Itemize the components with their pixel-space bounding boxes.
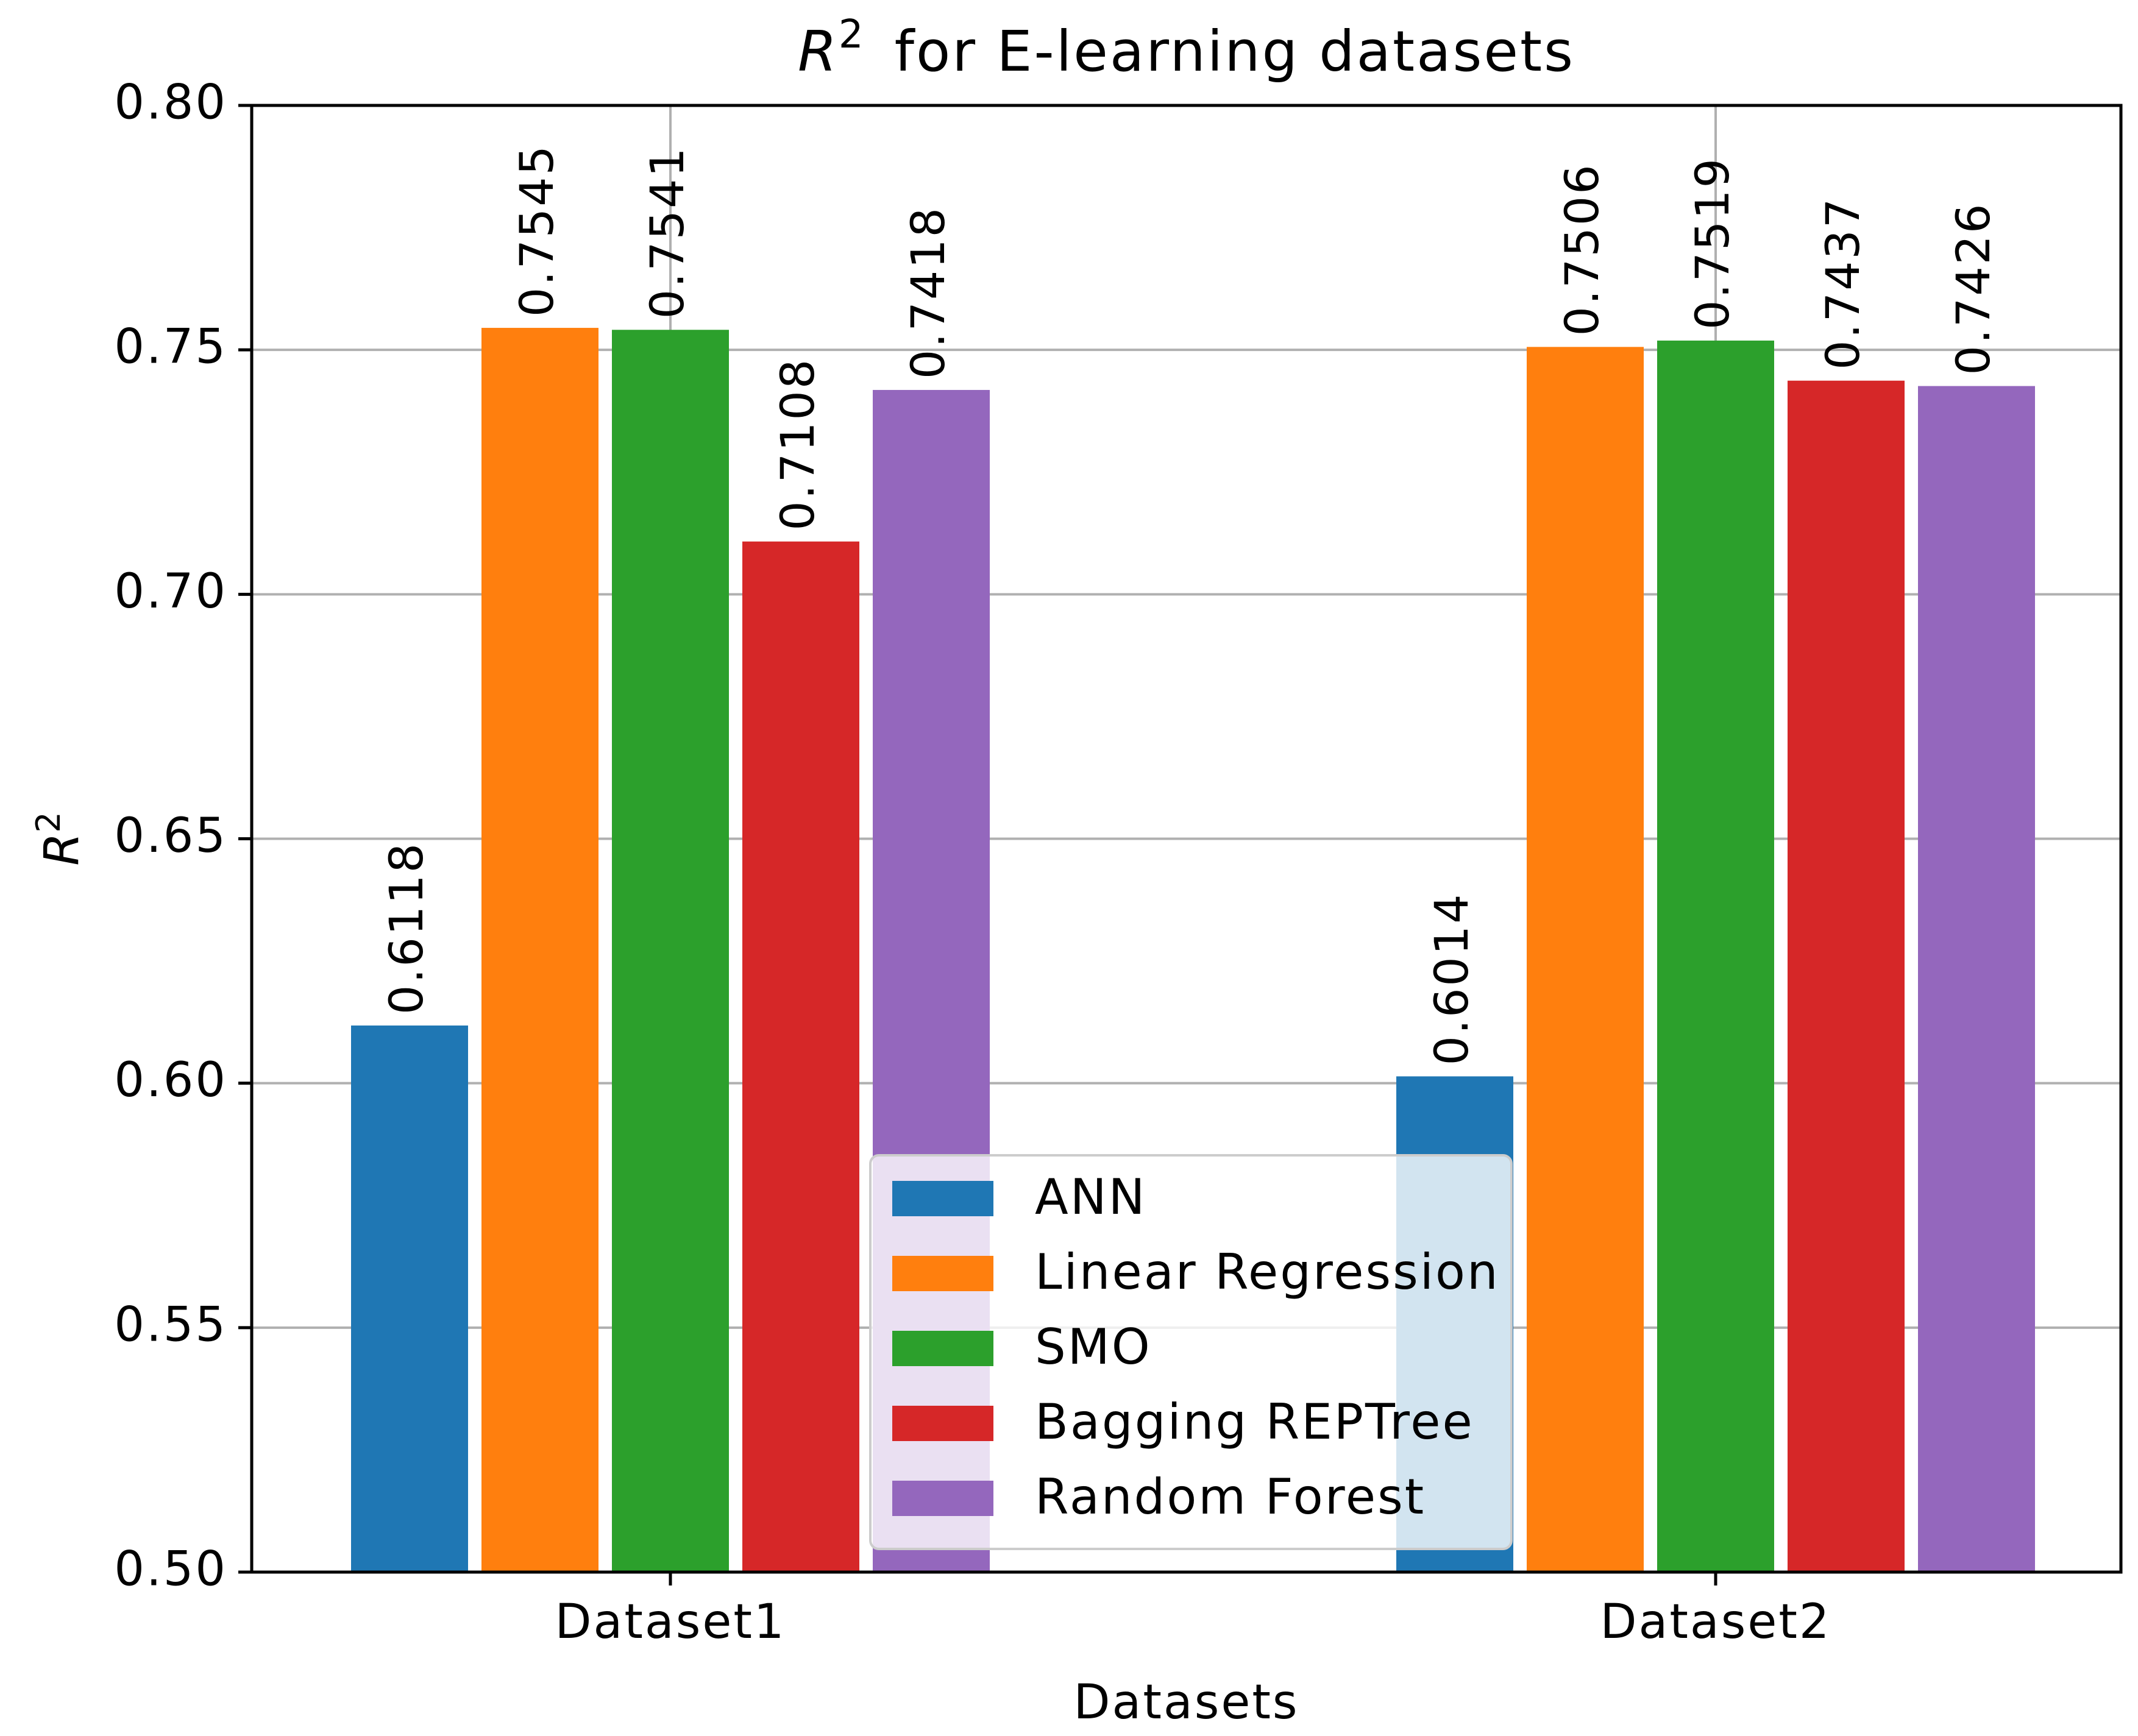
legend-entry-label: Bagging REPTree: [1035, 1394, 1474, 1450]
bar-value-label: 0.6118: [379, 841, 433, 1015]
bar-value-label: 0.7108: [770, 358, 825, 531]
legend-entry-label: Random Forest: [1035, 1469, 1426, 1525]
bar-value-label: 0.6014: [1424, 892, 1479, 1065]
axes-layer: 0.50 0.55 0.60 0.65 0.70 0.75 0.80 Dataset1 Data…: [114, 75, 2123, 1649]
bar-value-label: 0.7545: [510, 144, 564, 317]
y-axis-label: R2: [29, 812, 90, 866]
y-tick-label: 0.65: [114, 809, 227, 863]
bar: [1527, 347, 1644, 1572]
bar-value-label: 0.7418: [901, 206, 955, 379]
legend-swatch: [892, 1256, 993, 1291]
y-tick-label: 0.75: [114, 320, 227, 375]
y-tick-label: 0.80: [114, 75, 227, 130]
legend-swatch: [892, 1481, 993, 1516]
y-tick-label: 0.60: [114, 1053, 227, 1108]
x-tick-label: Dataset2: [1600, 1595, 1831, 1649]
bar-value-label: 0.7519: [1685, 157, 1739, 330]
legend-box: [869, 1154, 1513, 1550]
bar: [481, 328, 598, 1572]
legend: ANN Linear Regression SMO Bagging REPTree Ra…: [869, 1154, 1513, 1550]
bar: [612, 330, 729, 1572]
bar: [1788, 380, 1905, 1573]
y-tick-label: 0.55: [114, 1297, 227, 1352]
bar-value-label: 0.7541: [640, 146, 694, 319]
bar: [1657, 340, 1774, 1572]
legend-swatch: [892, 1406, 993, 1441]
legend-swatch: [892, 1181, 993, 1216]
bar: [1918, 386, 2035, 1572]
bar-value-label: 0.7437: [1816, 197, 1870, 370]
bar: [742, 541, 859, 1572]
legend-entry-label: ANN: [1035, 1169, 1146, 1225]
y-tick-label: 0.70: [114, 564, 227, 619]
titles-layer: Datasets R2 R2 for E-learning datasets: [29, 12, 1575, 1730]
legend-entry-label: Linear Regression: [1035, 1244, 1500, 1300]
bar-labels-layer: 0.6118 0.6014 0.7545 0.7506 0.7541 0.7519 0.71…: [379, 144, 2000, 1065]
legend-entry-label: SMO: [1035, 1319, 1152, 1375]
bar: [351, 1025, 468, 1572]
bar-value-label: 0.7426: [1946, 202, 2000, 375]
y-tick-label: 0.50: [114, 1542, 227, 1596]
x-tick-label: Dataset1: [555, 1595, 786, 1649]
bar-value-label: 0.7506: [1555, 163, 1609, 336]
legend-swatch: [892, 1331, 993, 1366]
chart-title: R2 for E-learning datasets: [798, 12, 1575, 84]
x-axis-label: Datasets: [1073, 1675, 1299, 1730]
